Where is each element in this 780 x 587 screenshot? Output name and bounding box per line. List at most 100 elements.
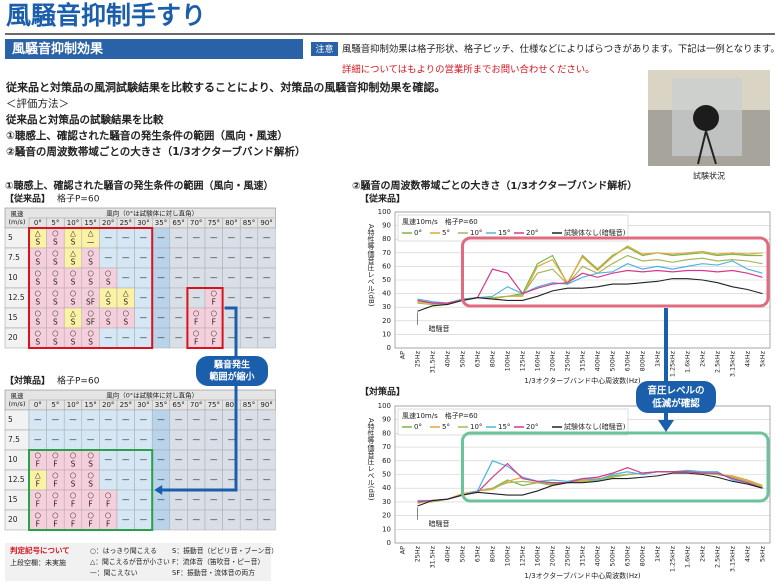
cell-dash: — [52, 435, 60, 444]
cell-dash: — [34, 435, 42, 444]
cell-bottom: S [35, 278, 40, 287]
x-tick-label: 5kHz [759, 350, 767, 367]
x-tick-label: 630Hz [624, 350, 632, 371]
cell-dash: — [104, 475, 112, 484]
y-tick-label: 80 [382, 429, 391, 437]
y-tick-label: 30 [382, 498, 391, 506]
speed-label: 10 [8, 455, 18, 464]
cell-dash: — [228, 435, 236, 444]
angle-header: 85° [243, 401, 255, 409]
y-tick-label: 70 [382, 443, 391, 451]
cell-dash: — [157, 293, 165, 302]
cell-dash: — [122, 233, 130, 242]
angle-header: 65° [172, 219, 184, 227]
cell-top: ○ [87, 329, 94, 338]
angle-header: 70° [190, 219, 202, 227]
cell-dash: — [157, 333, 165, 342]
callout-text: 低減が確認 [651, 398, 700, 410]
y-axis-label: A特性等価音圧レベル(dB) [367, 418, 375, 501]
cell-top: ○ [193, 309, 200, 318]
cell-dash: — [104, 233, 112, 242]
speed-label: 20 [8, 515, 18, 524]
x-tick-label: 31.5Hz [429, 545, 437, 568]
cell-dash: — [192, 233, 200, 242]
photo [648, 70, 770, 166]
cell-dash: — [175, 313, 183, 322]
cell-dash: — [175, 455, 183, 464]
angle-header: 15° [84, 401, 96, 409]
cell [257, 327, 276, 349]
cell-top: ○ [52, 229, 59, 238]
cell-bottom: S [88, 258, 93, 267]
cell-dash: — [245, 233, 253, 242]
table-spec: 格子P=60 [57, 375, 100, 387]
x-tick-label: 500Hz [609, 545, 617, 566]
cell-top: ○ [105, 491, 112, 500]
y-tick-label: 50 [382, 471, 391, 479]
cell-dash: — [122, 415, 130, 424]
cell-top: ○ [35, 511, 42, 520]
x-tick-label: 1.6kHz [684, 350, 692, 373]
cell-dash: — [192, 415, 200, 424]
y-tick-label: 20 [382, 317, 391, 325]
right-title: ②騒音の周波数帯域ごとの大きさ（1/3オクターブバンド解析） [352, 179, 637, 192]
angle-header: 80° [225, 219, 237, 227]
speed-label: 7.5 [8, 435, 20, 444]
cell-top: ○ [123, 309, 130, 318]
cell-bottom: S [123, 318, 128, 327]
cell-top: ○ [35, 289, 42, 298]
cell-top: △ [123, 289, 129, 298]
cell-dash: — [175, 253, 183, 262]
cell-dash: — [228, 233, 236, 242]
cell-bottom: F [53, 480, 57, 489]
y-tick-label: 80 [382, 235, 391, 243]
cell-dash: — [192, 515, 200, 524]
cell-bottom: S [71, 460, 76, 469]
x-tick-label: 1.6kHz [684, 545, 692, 568]
legend-title: 風速10m/s 格子P=60 [402, 217, 478, 226]
x-tick-label: 400Hz [594, 545, 602, 566]
cell-dash: — [228, 455, 236, 464]
x-tick-label: 160Hz [534, 545, 542, 566]
legend-box [5, 543, 271, 581]
cell-top: ○ [35, 329, 42, 338]
cell-dash: — [263, 495, 271, 504]
y-tick-label: 40 [382, 484, 391, 492]
legend-box [397, 408, 629, 436]
cell-top: ○ [52, 511, 59, 520]
cell-dash: — [263, 273, 271, 282]
cell-dash: — [228, 495, 236, 504]
angle-header: 15° [84, 219, 96, 227]
cell-dash: — [157, 313, 165, 322]
speed-header: 風速 [11, 210, 25, 218]
cell-bottom: S [71, 480, 76, 489]
cell-top: ○ [52, 329, 59, 338]
cell-bottom: S [35, 338, 40, 347]
legend-note: 上段空欄：未実施 [10, 558, 66, 567]
cell-dash: — [122, 273, 130, 282]
angle-header: 0° [34, 219, 42, 227]
angle-header: 10° [67, 219, 79, 227]
cell-bottom: S [53, 238, 58, 247]
cell-top: ○ [52, 249, 59, 258]
cell-dash: — [263, 435, 271, 444]
legend-label: 15° [498, 229, 510, 237]
angle-header: 10° [67, 401, 79, 409]
legend-item: ○：はっきり聞こえる [90, 547, 157, 555]
cell-dash: — [263, 475, 271, 484]
plot-frame [394, 405, 771, 544]
speed-unit: (m/s) [9, 218, 26, 226]
cell-top: △ [35, 229, 41, 238]
cell-top: ○ [87, 491, 94, 500]
cell-top: ○ [70, 491, 77, 500]
legend-item: —：聞こえない [90, 569, 138, 577]
y-tick-label: 10 [382, 525, 391, 533]
x-tick-label: 250Hz [564, 545, 572, 566]
cell-dash: — [245, 455, 253, 464]
legend-item: S：振動音（ビビリ音・ブーン音） [172, 546, 278, 555]
cell-dash: — [175, 233, 183, 242]
x-tick-label: 2.5kHz [714, 545, 722, 568]
cell-top: ○ [35, 491, 42, 500]
cell-top: ○ [35, 309, 42, 318]
cell-bottom: F [36, 520, 40, 529]
